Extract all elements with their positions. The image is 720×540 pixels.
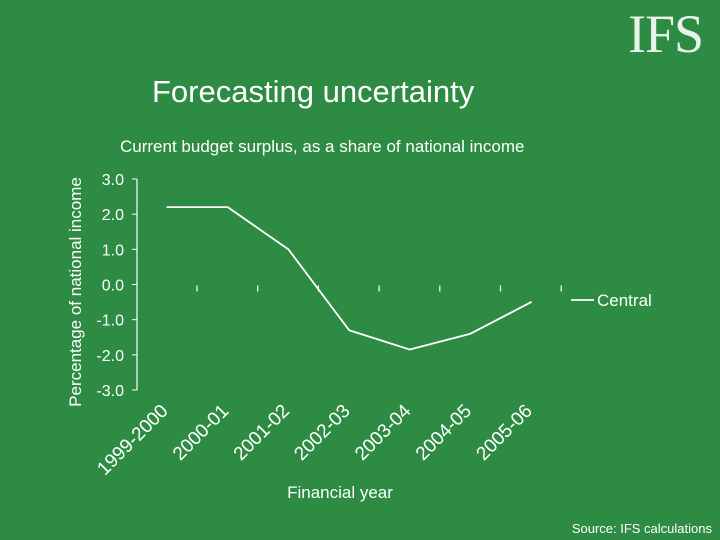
y-tick-label: 0.0 [102, 278, 124, 295]
data-point [409, 348, 411, 351]
y-tick-label: -3.0 [96, 383, 124, 400]
slide-title: Forecasting uncertainty [152, 74, 475, 109]
x-tick-label: 1999-2000 [93, 401, 172, 480]
data-point [348, 329, 350, 332]
y-tick-label: 3.0 [102, 172, 124, 189]
chart-subtitle: Current budget surplus, as a share of na… [120, 137, 525, 156]
data-point [530, 301, 532, 303]
x-tick-label: 2002-03 [290, 401, 354, 465]
legend-label: Central [597, 291, 652, 310]
ifs-logo: IFS [628, 4, 704, 64]
x-tick-label: 2000-01 [169, 401, 233, 465]
x-tick-label: 2004-05 [412, 401, 476, 465]
y-tick-label: 1.0 [102, 242, 124, 259]
data-point [287, 248, 290, 251]
y-tick-label: -1.0 [96, 313, 124, 330]
x-axis-title: Financial year [287, 483, 393, 502]
y-tick-label: 2.0 [102, 207, 124, 224]
data-point [469, 332, 472, 335]
x-tick-label: 2001-02 [230, 401, 294, 465]
x-tick-label: 2005-06 [473, 401, 537, 465]
data-point [166, 206, 168, 208]
data-point [226, 206, 229, 208]
x-tick-label: 2003-04 [351, 400, 415, 464]
series-line-central [167, 206, 532, 351]
y-axis-title: Percentage of national income [66, 177, 85, 407]
source-note: Source: IFS calculations [571, 521, 712, 536]
y-tick-label: -2.0 [96, 348, 124, 365]
